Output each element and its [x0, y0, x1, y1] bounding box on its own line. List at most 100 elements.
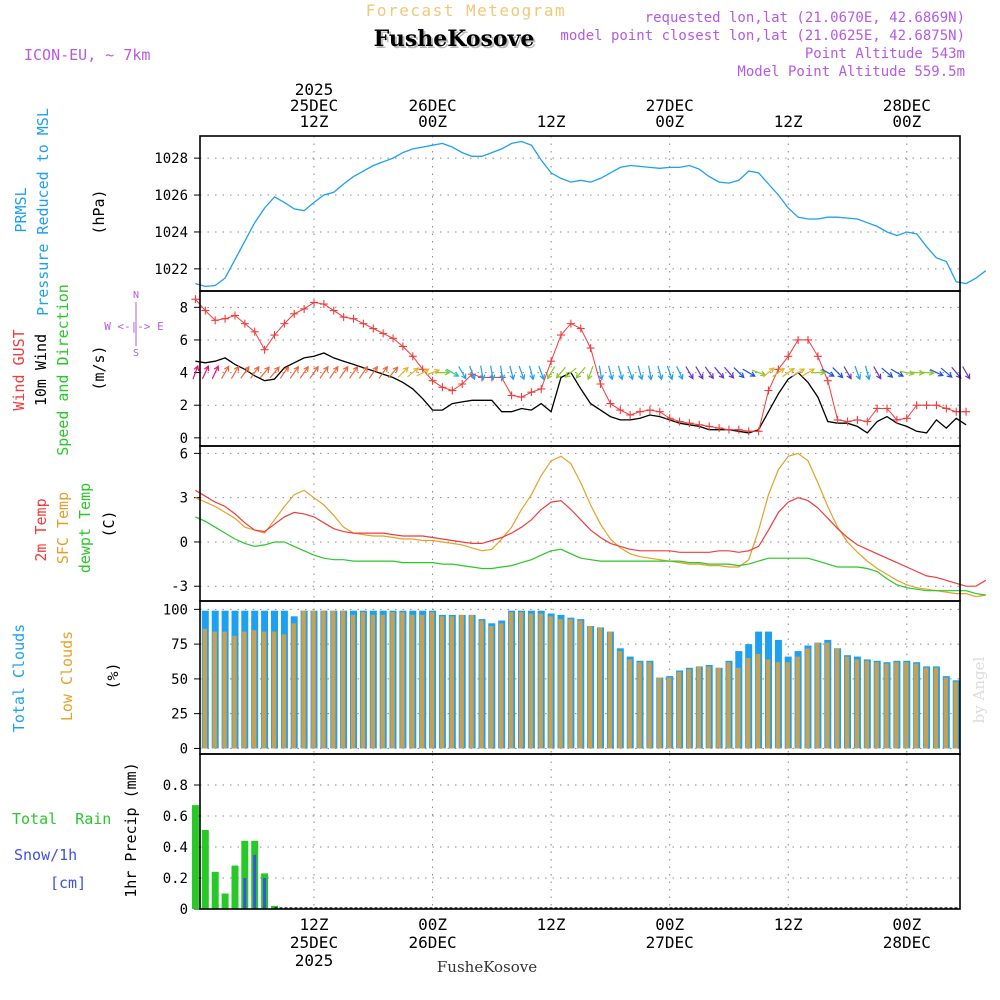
low-cloud-bar [489, 626, 494, 749]
wind-gust-marker [883, 404, 892, 413]
wind-gust-marker [389, 334, 398, 343]
requested-point: requested lon,lat (21.0670E, 42.6869N) [645, 10, 965, 26]
low-cloud-bar [350, 614, 356, 749]
temp-2m-label: 2m Temp [32, 498, 50, 561]
wind-gust-marker [724, 425, 733, 434]
y-tick-label: 1028 [154, 151, 188, 167]
wind-direction-arrow [762, 367, 775, 378]
temp-dewpt-label: dewpt Temp [76, 483, 94, 573]
low-cloud-bar [884, 663, 889, 749]
low-cloud-bar [252, 630, 257, 749]
wind-gust-marker [655, 407, 664, 416]
wind-gust-marker [596, 380, 605, 388]
total-clouds-label: Total Clouds [10, 624, 28, 732]
wind-direction-arrow [407, 367, 420, 378]
compass-north: N [133, 290, 139, 301]
wind-gust-marker [744, 427, 753, 436]
wind-direction-arrow [627, 365, 634, 381]
wind-direction-arrow [221, 365, 230, 379]
bottom-axis-label: 12Z [537, 915, 566, 934]
wind-direction-arrow [358, 365, 369, 379]
temp-unit: (C) [100, 510, 118, 537]
wind-gust-marker [557, 331, 565, 340]
wind-gust-marker [843, 417, 852, 426]
low-cloud-bar [291, 623, 296, 749]
y-tick-label: 1022 [154, 262, 188, 278]
wind-gust-marker [665, 414, 674, 423]
wind-gust-marker [319, 300, 328, 309]
low-cloud-bar [508, 612, 514, 749]
low-cloud-bar [459, 614, 464, 749]
compass-south: S [133, 348, 139, 359]
low-cloud-bar [370, 614, 375, 749]
location-title: FusheKosove [374, 26, 535, 52]
low-cloud-bar [726, 662, 731, 749]
low-cloud-bar [785, 662, 790, 749]
wind-direction-arrow [676, 365, 684, 381]
wind-direction-arrow [647, 365, 654, 381]
wind-direction-arrow [810, 369, 827, 376]
wind-gust-marker [221, 314, 230, 323]
low-cloud-bar [844, 656, 850, 749]
wind-gust-marker [369, 324, 378, 333]
y-tick-label: 3 [180, 491, 188, 507]
wind-gust-marker [912, 401, 921, 410]
low-cloud-bar [637, 662, 642, 749]
y-tick-label: 0.2 [163, 871, 188, 887]
wind-direction-arrow [657, 365, 664, 381]
model-altitude: Model Point Altitude 559.5m [737, 64, 965, 80]
y-tick-label: 75 [171, 637, 188, 653]
wind-gust-marker [398, 342, 407, 351]
wind-unit: (m/s) [90, 345, 108, 390]
wind-direction-arrow [714, 366, 725, 379]
wind-gust-marker [280, 319, 289, 328]
snow-bar [253, 854, 257, 910]
wind-direction-arrow [445, 368, 460, 377]
top-axis-label: 12Z [774, 112, 803, 131]
wind-direction-arrow [782, 367, 796, 378]
top-axis-label: 27DEC [646, 96, 694, 115]
rain-bar [211, 871, 219, 909]
wind-direction-arrow [509, 365, 516, 381]
wind-gust-marker [804, 335, 812, 344]
wind-direction-arrow [458, 366, 467, 380]
wind-direction-arrow [724, 366, 735, 379]
plot-area: 102210241026102802468-3036025507510000.2… [154, 135, 987, 918]
rain-bar [241, 840, 249, 909]
chart-title: Forecast Meteogram [366, 1, 566, 20]
wind-direction-arrow [801, 368, 816, 377]
low-cloud-bar [380, 614, 385, 749]
snow-unit-label: [cm] [50, 874, 86, 892]
wind-direction-arrow [704, 366, 714, 380]
low-cloud-bar [578, 620, 583, 749]
wind-gust-marker [784, 352, 793, 361]
total-rain-label: Total Rain [12, 810, 111, 828]
wind-gust-marker [270, 331, 279, 340]
wind-direction-arrow [929, 369, 944, 377]
low-cloud-bar [449, 616, 454, 749]
wind-direction-arrow [368, 365, 379, 379]
low-cloud-bar [429, 612, 435, 749]
temp-sfc-label: SFC Temp [54, 492, 72, 564]
wind-direction-arrow [772, 367, 786, 378]
top-axis-label: 00Z [418, 112, 447, 131]
wind-gust-marker [438, 383, 447, 392]
wind-gust-marker [359, 319, 368, 328]
y-tick-label: -3 [171, 579, 188, 595]
y-tick-label: 8 [180, 300, 188, 316]
wind-gust-marker [566, 319, 575, 328]
wind-direction-arrow [919, 369, 935, 376]
low-cloud-bar [706, 666, 711, 749]
wind-gust-marker [873, 404, 882, 413]
wind-direction-arrow [289, 365, 300, 379]
low-cloud-bar [469, 614, 474, 749]
wind-gust-marker [537, 384, 546, 393]
y-tick-label: 6 [180, 333, 188, 349]
bottom-axis-label: 12Z [774, 915, 803, 934]
low-cloud-bar [212, 631, 217, 749]
wind-direction-arrow [832, 367, 844, 379]
low-cloud-bar [755, 653, 761, 749]
wind-direction-arrow [518, 365, 526, 381]
